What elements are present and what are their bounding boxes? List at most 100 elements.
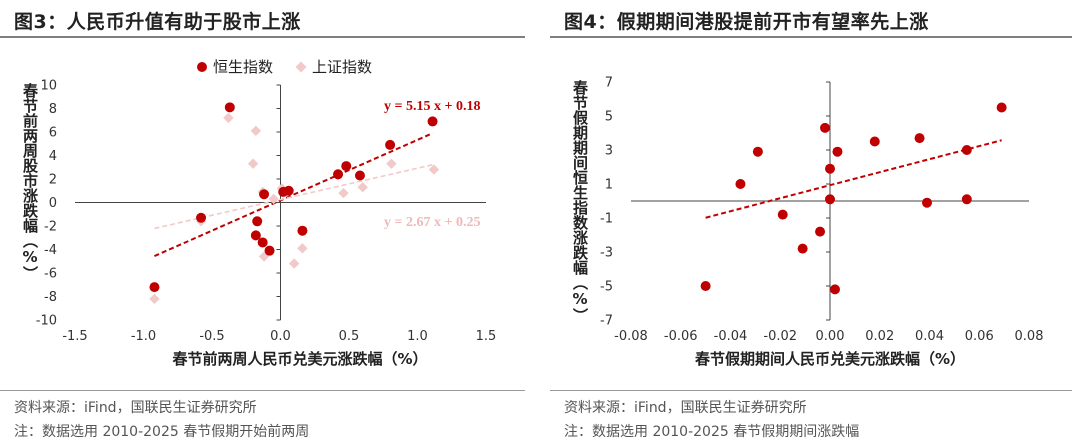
x-tick-label: 0.08 (1015, 329, 1044, 344)
x-axis-label: 春节假期期间人民币兑美元涨跌幅（%） (695, 350, 965, 368)
hsi-circle-point (341, 161, 352, 172)
hsi-circle-point (250, 230, 261, 241)
y-tick-label: 2 (49, 173, 57, 188)
figure-3-title: 图3：人民币升值有助于股市上涨 (14, 11, 301, 33)
data-note: 注：数据选用 2010-2025 春节假期期间涨跌幅 (564, 424, 860, 440)
hsi-circle-point (777, 209, 788, 220)
hsi-circle-point (259, 189, 270, 200)
x-tick-label: -1.5 (62, 329, 87, 344)
x-tick-label: 1.5 (476, 329, 497, 344)
figure-3-chart: -1.5 -1.0 -0.5 0.0 0.5 1.0 1.5 -10 -8 -6 -4 -2 0 2 4 6… (36, 58, 497, 368)
y-tick-label: 10 (40, 79, 57, 94)
hsi-circle-point (829, 284, 840, 295)
x-tick-label: -0.04 (714, 329, 748, 344)
figure-4-title: 图4：假期期间港股提前开市有望率先上涨 (564, 11, 929, 33)
y-tick-label: 5 (605, 110, 613, 125)
trendline-primary (154, 132, 433, 257)
sse-diamond-point (357, 182, 368, 193)
legend-hsi-label: 恒生指数 (213, 58, 273, 76)
hsi-circle-point (825, 194, 835, 205)
hsi-circle-point (149, 282, 160, 293)
y-tick-label: -10 (36, 314, 57, 329)
hsi-circle-point (820, 122, 831, 133)
hsi-circle-point (427, 116, 438, 127)
sse-diamond-point (289, 258, 300, 269)
hsi-circle-point (735, 179, 746, 189)
hsi-circle-point (961, 194, 972, 205)
x-tick-label: -0.06 (664, 329, 698, 344)
figure-4-chart: -0.08 -0.06 -0.04 -0.02 0.00 0.02 0.04 0.06 0.08… (600, 76, 1044, 369)
source-note: 资料来源：iFind，国联民生证券研究所 (564, 400, 807, 416)
sse-diamond-point (247, 158, 259, 169)
sse-diamond-point (338, 187, 349, 199)
sse-diamond-point (428, 164, 440, 175)
legend-sse-label: 上证指数 (312, 58, 372, 76)
legend-hsi-marker (197, 62, 207, 72)
legend-sse-marker (295, 61, 307, 73)
y-tick-label: -5 (600, 280, 613, 295)
x-axis-label: 春节前两周人民币兑美元涨跌幅（%） (172, 350, 427, 368)
hsi-circle-point (996, 102, 1007, 113)
y-tick-label: -3 (600, 246, 613, 261)
hsi-circle-point (922, 197, 933, 208)
figure-4-panel: 图4：假期期间港股提前开市有望率先上涨 -0.08 -0.06 -0.04 -0.02… (550, 0, 1080, 445)
x-tick-label: 0.02 (865, 329, 894, 344)
hsi-circle-point (914, 133, 925, 144)
trend-equation-sse: y = 2.67 x + 0.25 (384, 215, 480, 230)
hsi-circle-point (354, 170, 365, 181)
hsi-circle-point (869, 136, 880, 147)
sse-diamond-point (250, 125, 262, 137)
x-tick-label: -0.08 (614, 329, 648, 344)
y-axis-label: 春节前两周股市涨跌幅（%） (21, 83, 39, 281)
sse-diamond-point (386, 158, 397, 169)
trendline-primary (705, 139, 1002, 219)
hsi-circle-point (257, 237, 268, 248)
hsi-circle-point (385, 139, 396, 150)
hsi-circle-point (815, 226, 826, 237)
source-note: 资料来源：iFind，国联民生证券研究所 (14, 400, 257, 416)
hsi-circle-point (832, 146, 843, 157)
figure-3-panel: 图3：人民币升值有助于股市上涨 -1.5 -1.0 -0.5 0.0 0.5 1.0 1.5… (0, 0, 530, 445)
hsi-circle-point (297, 225, 308, 236)
x-tick-label: -0.5 (199, 329, 224, 344)
x-tick-label: -1.0 (131, 329, 156, 344)
x-tick-label: 1.0 (407, 329, 428, 344)
x-tick-label: -0.02 (763, 329, 797, 344)
hsi-circle-point (224, 102, 235, 113)
footer-divider (550, 390, 1072, 391)
y-tick-label: 6 (49, 126, 57, 141)
hsi-circle-point (264, 245, 275, 256)
data-note: 注：数据选用 2010-2025 春节假期开始前两周 (14, 424, 310, 440)
y-tick-label: 4 (49, 149, 57, 164)
sse-diamond-point (297, 243, 308, 254)
y-tick-label: 1 (605, 178, 613, 193)
trend-equation-hsi: y = 5.15 x + 0.18 (384, 99, 480, 114)
y-tick-label: -8 (44, 290, 57, 305)
x-tick-label: 0.06 (965, 329, 994, 344)
sse-diamond-point (223, 112, 234, 124)
x-tick-label: 0.00 (816, 329, 845, 344)
y-tick-label: -1 (600, 212, 613, 227)
title-divider (0, 36, 525, 38)
y-tick-label: -4 (44, 243, 57, 258)
y-tick-label: 7 (605, 76, 613, 91)
y-tick-label: 0 (49, 196, 57, 211)
hsi-circle-point (283, 185, 294, 196)
x-tick-label: 0.04 (915, 329, 944, 344)
hsi-circle-point (700, 281, 711, 291)
y-tick-label: -6 (44, 267, 57, 282)
title-divider (550, 36, 1072, 38)
y-tick-label: -2 (44, 220, 57, 235)
hsi-circle-point (752, 146, 763, 157)
x-tick-label: 0.5 (339, 329, 360, 344)
x-tick-label: 0.0 (270, 329, 291, 344)
footer-divider (0, 390, 525, 391)
hsi-circle-point (252, 216, 263, 227)
hsi-circle-point (797, 243, 808, 254)
y-axis-label: 春节假期期间恒生指数涨跌幅（%） (571, 80, 589, 323)
y-tick-label: 8 (49, 102, 57, 117)
hsi-circle-point (196, 212, 207, 223)
hsi-circle-point (825, 163, 835, 174)
hsi-circle-point (333, 169, 344, 180)
y-tick-label: 3 (605, 144, 613, 159)
